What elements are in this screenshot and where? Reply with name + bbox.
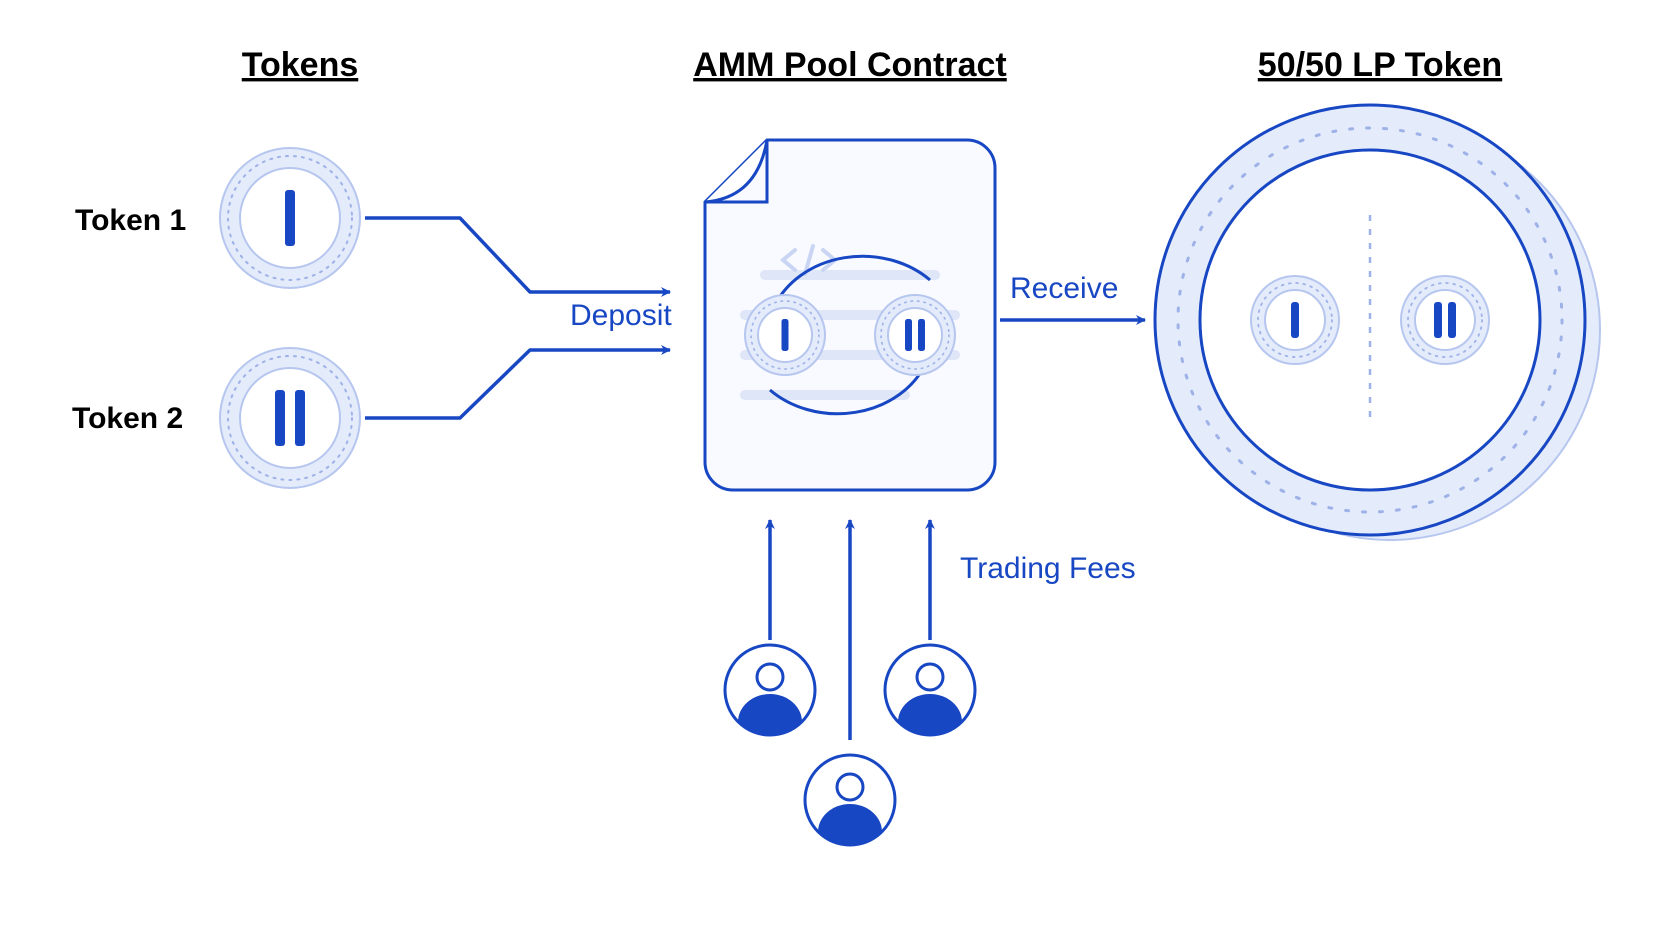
user-icon-3 [805, 755, 895, 845]
heading-lp: 50/50 LP Token [1258, 46, 1502, 84]
heading-tokens: Tokens [242, 46, 359, 84]
user-icon-2 [885, 645, 975, 735]
token1-coin [220, 148, 360, 288]
trading-fees-label: Trading Fees [960, 552, 1136, 585]
token2-coin [220, 348, 360, 488]
lp-token [1155, 105, 1600, 540]
diagram-canvas: Tokens AMM Pool Contract 50/50 LP Token … [0, 0, 1680, 944]
user-icon-1 [725, 645, 815, 735]
amm-pool-document [705, 140, 995, 490]
receive-label: Receive [1010, 272, 1118, 305]
token1-label: Token 1 [75, 204, 186, 237]
token2-label: Token 2 [72, 402, 183, 435]
deposit-label: Deposit [570, 299, 672, 332]
heading-pool: AMM Pool Contract [693, 46, 1007, 84]
